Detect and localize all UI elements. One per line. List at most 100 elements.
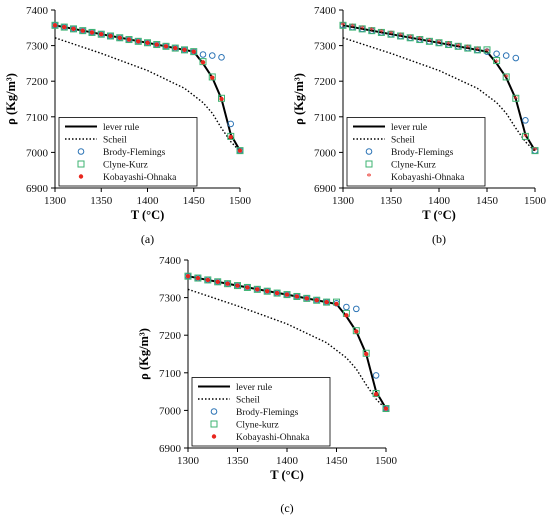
data-point-dot xyxy=(136,39,141,44)
data-point-square xyxy=(218,94,225,102)
data-point-square xyxy=(190,48,198,56)
data-point-square xyxy=(502,73,510,81)
data-point-star: * xyxy=(446,40,451,51)
data-point-dot xyxy=(235,283,240,288)
data-point-dot xyxy=(210,75,215,80)
data-point-dot xyxy=(314,298,319,303)
data-point-star: * xyxy=(341,21,346,32)
data-point-star: * xyxy=(437,38,442,49)
data-point-star: * xyxy=(465,44,470,55)
data-point-square xyxy=(236,147,244,155)
data-point-dot xyxy=(154,42,159,47)
x-tick-label: 1300 xyxy=(44,195,67,207)
data-point-star: * xyxy=(504,73,509,84)
data-point-square xyxy=(293,292,301,300)
data-point-dot xyxy=(108,33,113,39)
data-point-dot xyxy=(185,273,191,279)
legend-entry-label: lever rule xyxy=(236,383,272,393)
data-point-square xyxy=(153,41,161,49)
data-point-square xyxy=(303,294,311,302)
chart-panel-b: 1300 1350 1400 1450 1500 6900 7000 7100 7200 7300… xyxy=(292,5,547,246)
data-point-square xyxy=(227,132,235,140)
data-point-square xyxy=(77,160,85,168)
data-point-square xyxy=(199,58,207,66)
panel-label: (c) xyxy=(280,501,293,515)
data-point-star: * xyxy=(408,33,413,44)
data-point-square xyxy=(263,287,271,295)
data-point-dot xyxy=(182,47,187,53)
data-point-circle xyxy=(493,50,500,58)
data-point-circle xyxy=(522,117,529,124)
data-point-dot xyxy=(219,96,224,102)
data-point-square xyxy=(51,21,59,29)
legend: lever rule Scheil Brody-Flemings Clyne-Kurz… xyxy=(346,117,486,187)
y-tick-label: 7100 xyxy=(26,112,49,124)
data-point-star: * xyxy=(389,30,394,41)
x-tick-label: 1350 xyxy=(380,195,403,207)
legend-entry-label: Brody-Flemings xyxy=(236,408,299,418)
x-tick-label: 1450 xyxy=(476,195,499,207)
x-tick-label: 1350 xyxy=(227,455,250,467)
legend-entry-label: Clyne-Kurz xyxy=(391,161,436,171)
data-point-square xyxy=(372,389,380,397)
data-point-square xyxy=(162,42,170,50)
data-point-dot xyxy=(237,148,243,153)
data-point-square xyxy=(214,278,222,286)
data-point-square xyxy=(171,44,179,52)
legend-box xyxy=(346,117,486,187)
y-tick-label: 7000 xyxy=(26,147,49,159)
data-point-square xyxy=(283,291,291,299)
y-tick-label: 7000 xyxy=(159,405,182,417)
legend-entry-label: Kobayashi-Ohnaka xyxy=(236,433,310,443)
data-point-square xyxy=(512,94,520,102)
legend-entry-label: lever rule xyxy=(103,123,139,133)
data-point-star: * xyxy=(533,146,538,157)
data-point-square xyxy=(358,25,366,33)
y-tick-label: 7400 xyxy=(159,255,182,267)
legend-entry-label: Scheil xyxy=(236,396,260,406)
y-tick-label: 6900 xyxy=(159,443,182,455)
data-point-square xyxy=(377,28,385,36)
data-point-dot xyxy=(324,299,329,305)
data-point-star: * xyxy=(513,95,518,106)
data-point-star: * xyxy=(367,172,372,183)
data-point-star: * xyxy=(379,28,384,39)
data-point-circle xyxy=(512,54,520,62)
data-point-square xyxy=(339,21,347,29)
series-kobayashi-ohnaka xyxy=(185,273,389,411)
data-point-square xyxy=(210,420,218,428)
data-point-square xyxy=(435,39,443,47)
data-point-dot xyxy=(145,40,150,45)
x-tick-label: 1500 xyxy=(229,195,252,207)
legend-entry-label: Brody-Flemings xyxy=(103,148,166,158)
data-point-dot xyxy=(334,301,339,307)
data-point-square xyxy=(387,30,395,38)
data-point-square xyxy=(365,160,373,168)
data-point-square xyxy=(382,405,390,413)
x-tick-label: 1500 xyxy=(524,195,547,207)
data-point-dot xyxy=(364,351,369,357)
data-point-star: * xyxy=(485,47,490,58)
legend-entry-label: Clyne-Kurz xyxy=(103,161,148,171)
data-point-square xyxy=(60,23,68,31)
data-point-dot xyxy=(354,329,359,334)
data-point-dot xyxy=(373,392,379,397)
y-tick-label: 7400 xyxy=(26,5,49,17)
legend-entry-label: Clyne-kurz xyxy=(236,421,279,431)
y-axis-label: ρ (Kg/m³) xyxy=(137,328,151,380)
data-point-square xyxy=(313,296,321,304)
data-point-square xyxy=(107,32,114,40)
data-point-dot xyxy=(173,45,178,51)
data-point-circle xyxy=(372,372,380,379)
data-point-dot xyxy=(304,296,309,301)
y-tick-label: 6900 xyxy=(26,183,49,195)
data-point-circle xyxy=(77,148,85,155)
data-point-dot xyxy=(274,290,280,296)
panel-label: (a) xyxy=(141,232,154,246)
data-point-square xyxy=(125,36,133,44)
data-point-dot xyxy=(205,277,210,283)
data-point-square xyxy=(134,37,142,45)
chart-panel-a: 1300 1350 1400 1450 1500 6900 7000 7100 7200 7300… xyxy=(4,5,252,246)
data-point-dot xyxy=(215,279,220,285)
data-point-dot xyxy=(245,285,250,290)
